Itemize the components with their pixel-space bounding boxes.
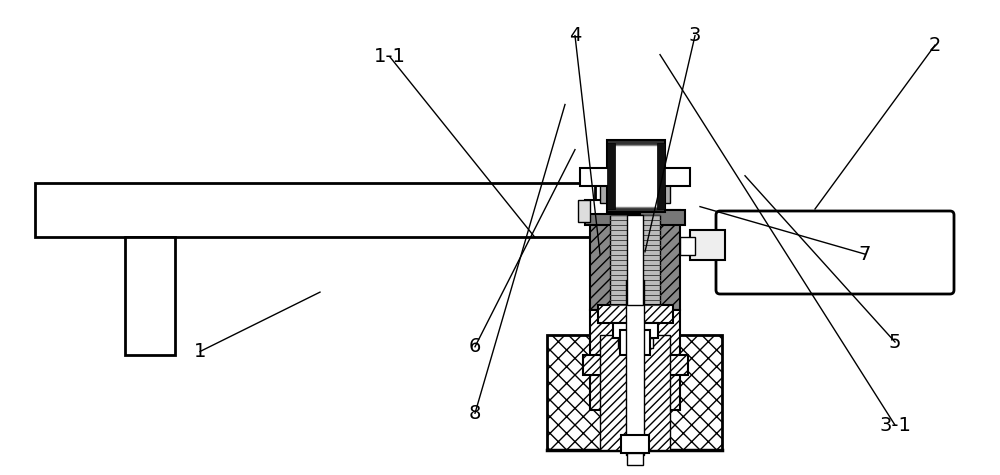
- Bar: [583, 355, 688, 375]
- Bar: [580, 168, 690, 186]
- Bar: [598, 305, 673, 323]
- Bar: [620, 330, 650, 355]
- Bar: [547, 335, 722, 450]
- Bar: [680, 237, 695, 255]
- Bar: [35, 183, 595, 237]
- Bar: [600, 335, 670, 450]
- Bar: [627, 215, 643, 305]
- Text: 4: 4: [569, 26, 581, 45]
- Bar: [578, 200, 590, 222]
- Bar: [621, 435, 649, 453]
- Text: 1: 1: [194, 342, 206, 361]
- Bar: [613, 323, 658, 338]
- Text: 5: 5: [889, 332, 901, 352]
- Bar: [657, 143, 665, 209]
- FancyBboxPatch shape: [716, 211, 954, 294]
- Text: 2: 2: [929, 36, 941, 55]
- Text: 8: 8: [469, 404, 481, 423]
- Bar: [607, 140, 665, 212]
- Bar: [600, 185, 670, 203]
- Bar: [590, 310, 680, 410]
- Bar: [585, 200, 640, 214]
- Bar: [690, 230, 725, 260]
- Text: 1-1: 1-1: [374, 48, 406, 66]
- Bar: [585, 210, 685, 225]
- Bar: [610, 215, 660, 305]
- Bar: [607, 143, 615, 209]
- Text: 3-1: 3-1: [879, 416, 911, 435]
- Text: 3: 3: [689, 26, 701, 45]
- Text: 6: 6: [469, 337, 481, 356]
- Bar: [618, 338, 653, 348]
- Bar: [125, 237, 175, 355]
- Bar: [614, 145, 658, 207]
- Bar: [590, 210, 680, 310]
- Bar: [627, 453, 643, 465]
- Text: 7: 7: [859, 245, 871, 264]
- Bar: [626, 280, 644, 455]
